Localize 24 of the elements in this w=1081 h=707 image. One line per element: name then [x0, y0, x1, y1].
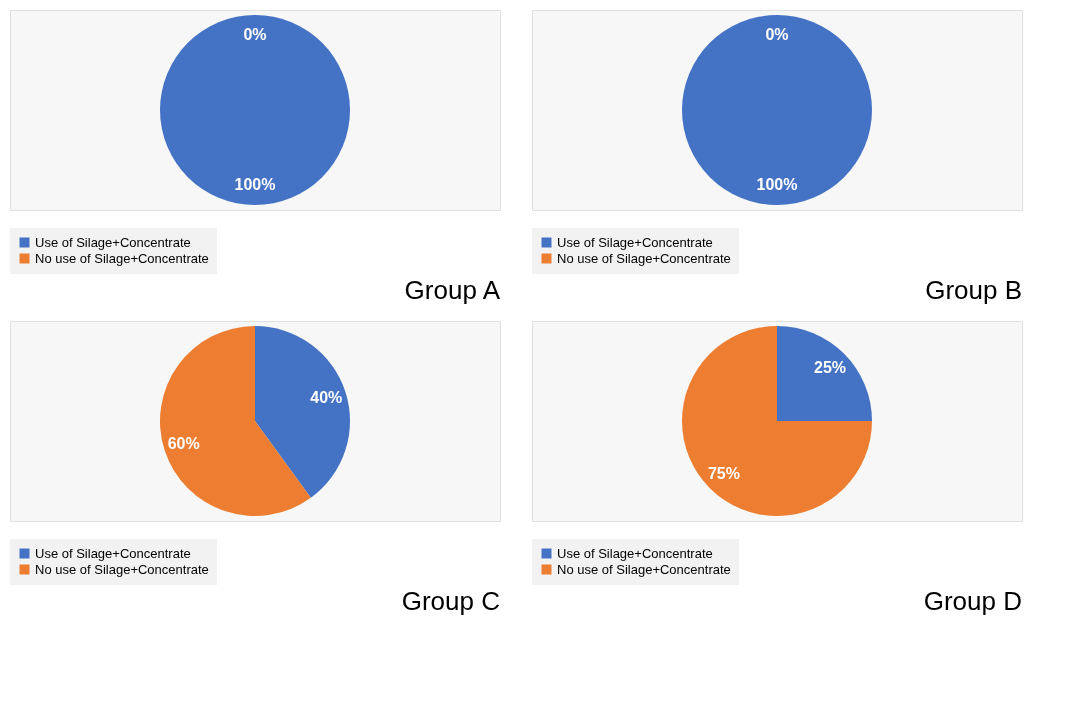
data-label: 40% — [310, 388, 343, 406]
pie-slice — [777, 326, 872, 421]
legend-label: Use of Silage+Concentrate — [557, 234, 713, 250]
text: 0% — [765, 26, 789, 43]
data-label: 100% — [756, 176, 798, 193]
legend-label: Use of Silage+Concentrate — [35, 545, 191, 561]
pie-slice — [682, 326, 872, 516]
data-label: 25% — [814, 358, 847, 376]
pie-slice — [160, 326, 311, 516]
text: Group D — [923, 586, 1022, 616]
legend-label: No use of Silage+Concentrate — [557, 250, 731, 266]
legend-label: Use of Silage+Concentrate — [35, 234, 191, 250]
legend-label: Use of Silage+Concentrate — [557, 545, 713, 561]
data-label: 100% — [234, 176, 276, 193]
text: 0% — [243, 26, 267, 43]
text: Group C — [401, 586, 500, 616]
text: Group B — [925, 275, 1022, 305]
text: Group A — [404, 275, 501, 305]
legend-label: No use of Silage+Concentrate — [35, 250, 209, 266]
legend-label: No use of Silage+Concentrate — [35, 561, 209, 577]
legend-label: No use of Silage+Concentrate — [557, 561, 731, 577]
data-label: 60% — [167, 435, 200, 453]
pie-slice — [255, 326, 350, 498]
data-label: 75% — [707, 465, 740, 483]
